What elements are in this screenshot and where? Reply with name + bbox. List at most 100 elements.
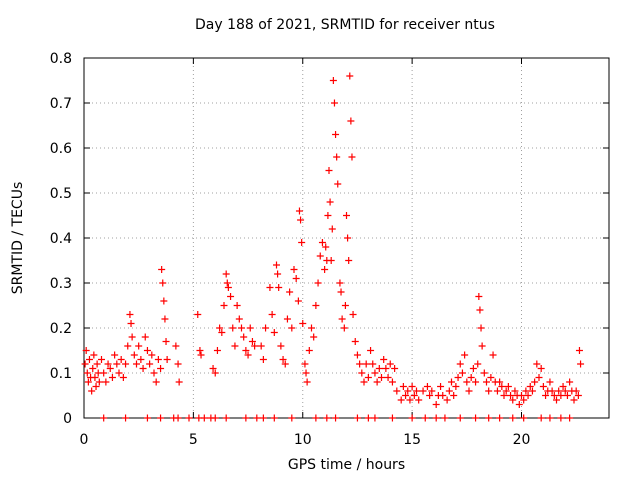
data-point [498,383,506,390]
x-tick-label: 5 [189,432,198,448]
data-point [292,275,300,282]
data-point [321,266,329,273]
data-point [524,392,532,399]
data-point [152,378,160,386]
data-point [279,356,287,363]
data-point [443,396,451,404]
data-point [515,401,523,408]
data-point [329,77,337,84]
data-point [200,414,208,422]
data-point [346,72,354,80]
data-point [456,360,464,368]
data-point [378,374,385,381]
data-point [380,356,388,363]
data-point [154,356,162,363]
data-point [274,270,282,278]
data-point [566,414,574,422]
data-point [301,360,309,368]
data-point [452,383,460,390]
data-point [324,212,332,219]
data-point [299,320,307,327]
data-point [143,414,151,422]
data-point [238,324,245,332]
data-point [364,414,372,422]
data-point [502,387,510,395]
data-point [270,414,278,422]
data-point [334,180,342,188]
data-point [338,315,346,323]
data-point [95,378,103,386]
data-point [163,356,171,363]
data-point [537,414,545,422]
data-point [485,387,493,395]
data-point [333,153,341,161]
data-point [266,284,274,291]
data-point [399,383,407,390]
data-point [229,324,237,332]
grid-lines [84,58,609,418]
data-point [456,414,464,422]
data-point [298,239,306,246]
data-point [548,387,556,395]
data-point [542,392,550,399]
data-point [388,378,396,386]
data-point [520,414,528,422]
data-point [344,234,352,242]
data-point [218,329,226,336]
data-point [535,374,543,381]
data-point [104,360,112,368]
data-point [137,356,145,363]
data-point [302,369,310,377]
data-point [122,414,130,422]
data-point [288,414,296,422]
y-tick-label: 0.8 [50,51,72,67]
data-point [310,333,318,341]
data-points [81,72,585,422]
y-tick-label: 0.1 [50,366,72,382]
data-point [122,360,130,368]
data-point [281,360,289,368]
data-point [83,369,91,377]
data-point [364,374,372,381]
data-point [572,387,580,395]
data-point [251,342,259,350]
data-point [341,302,349,309]
data-point [231,342,239,350]
data-point [216,324,224,332]
data-point [445,387,453,395]
data-point [550,392,558,399]
data-point [172,342,180,350]
data-point [211,414,219,422]
data-point [100,414,108,422]
data-point [369,360,377,368]
data-point [148,351,156,359]
data-point [461,351,469,359]
data-point [294,297,302,305]
data-point [546,378,554,386]
data-point [175,378,183,386]
data-point [570,396,578,404]
data-point [275,284,283,291]
data-point [345,257,353,264]
data-point [421,414,429,422]
data-point [161,315,169,323]
data-point [312,414,320,422]
data-point [233,302,241,309]
data-point [160,297,168,305]
data-point [157,414,165,422]
data-point [469,365,477,372]
data-point [518,392,525,399]
data-point [106,365,114,372]
data-point [546,414,554,422]
data-point [408,414,416,422]
data-point [511,387,519,395]
data-point [305,347,313,354]
data-point [288,324,296,332]
data-point [574,392,582,399]
data-point [351,338,359,345]
data-point [235,315,243,323]
data-point [196,347,204,354]
data-point [437,383,445,390]
data-point [290,266,298,273]
data-point [102,378,110,386]
